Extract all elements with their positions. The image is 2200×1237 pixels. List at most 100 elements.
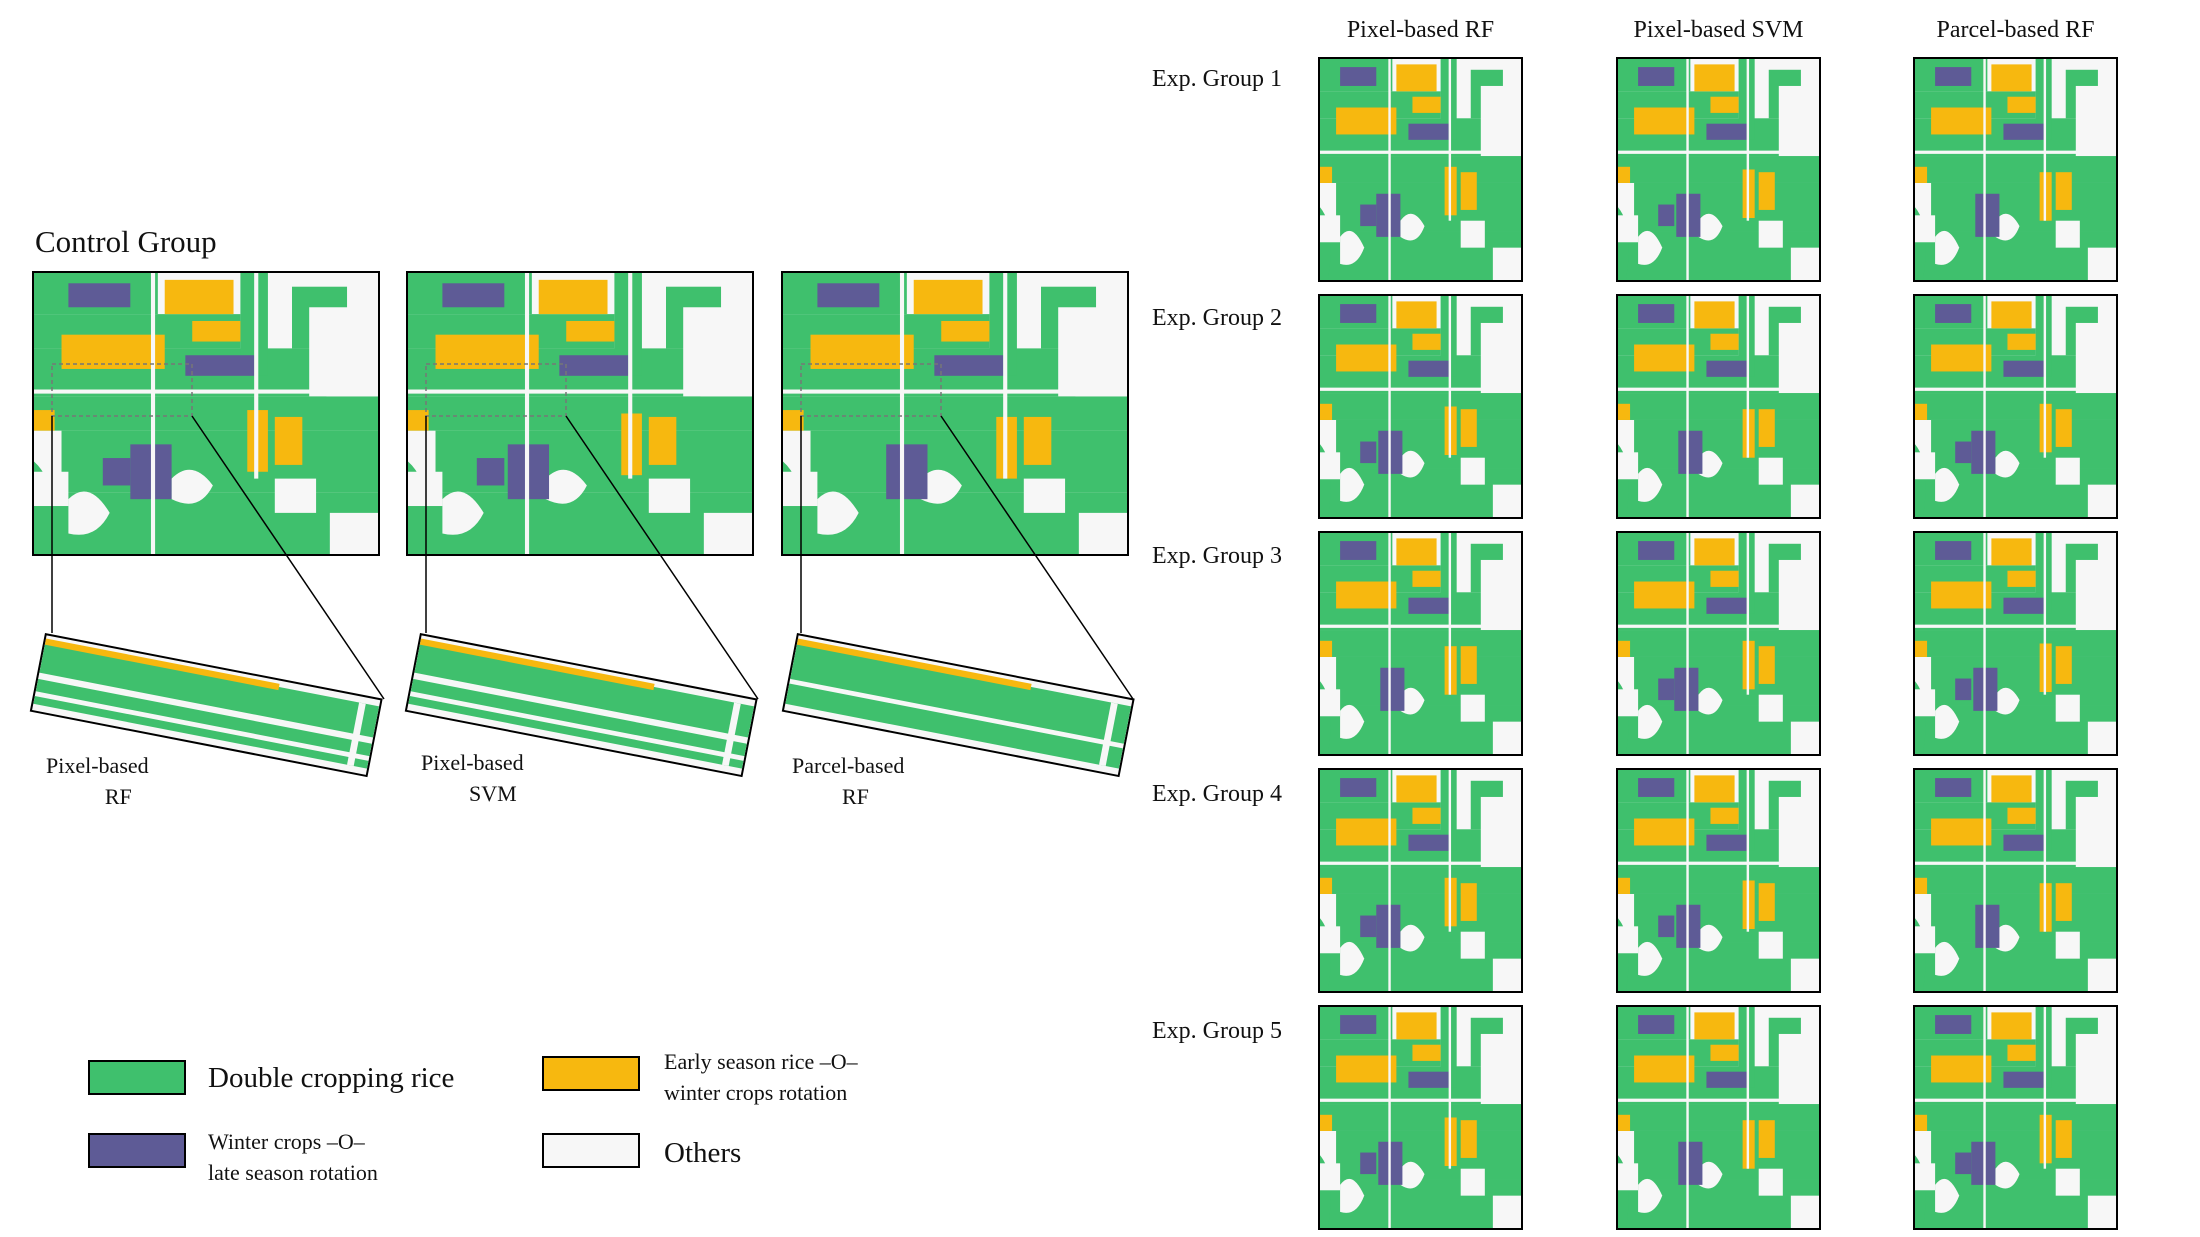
map-early-rice <box>941 320 990 342</box>
map-winter-crops <box>1706 597 1747 614</box>
map-road <box>1915 624 2116 628</box>
land-cover-map <box>1618 59 1819 280</box>
caption-line2: RF <box>104 784 132 809</box>
map-early-rice <box>1412 570 1441 587</box>
map-other <box>1320 689 1341 717</box>
map-early-rice <box>2007 333 2036 350</box>
map-other <box>1790 484 1819 517</box>
map-other <box>1618 689 1639 717</box>
map-other <box>1758 457 1783 485</box>
row-header-exp-group-2: Exp. Group 2 <box>1152 305 1282 331</box>
map-early-rice <box>1023 416 1052 465</box>
map-winter-crops <box>2003 597 2044 614</box>
map-parcel <box>408 396 752 431</box>
map-other <box>2075 1033 2116 1105</box>
land-cover-map <box>408 273 752 554</box>
map-road <box>1448 770 1452 932</box>
map-other <box>1460 457 1485 485</box>
map-road <box>1320 150 1521 154</box>
map-early-rice <box>1336 344 1397 372</box>
map-winter-crops <box>1638 541 1675 560</box>
map-winter-crops <box>1678 430 1703 474</box>
map-parcel <box>1618 1104 1819 1131</box>
map-other <box>1995 1161 2020 1189</box>
control-map-pixel-svm <box>406 271 754 556</box>
land-cover-map <box>1915 59 2116 280</box>
map-parcel <box>2035 770 2052 851</box>
map-other <box>309 307 378 397</box>
map-other <box>2055 457 2080 485</box>
map-early-rice <box>1320 403 1333 420</box>
land-cover-map <box>1618 1007 1819 1228</box>
map-early-rice <box>1396 775 1437 803</box>
map-other <box>1340 1178 1365 1213</box>
map-other <box>1915 926 1936 954</box>
strip-gap <box>409 691 745 761</box>
map-winter-crops <box>1706 834 1747 851</box>
map-early-rice <box>1915 403 1928 420</box>
map-early-rice <box>1931 581 1992 609</box>
row-header-exp-group-3: Exp. Group 3 <box>1152 543 1282 569</box>
map-early-rice <box>1931 344 1992 372</box>
row-header-exp-group-4: Exp. Group 4 <box>1152 781 1282 807</box>
map-early-rice <box>1396 1012 1437 1040</box>
map-road <box>34 389 378 394</box>
map-other <box>1400 687 1425 715</box>
map-road <box>1686 296 1689 517</box>
map-other <box>1638 467 1663 502</box>
column-header-parcel-rf: Parcel-based RF <box>1936 17 2095 43</box>
map-parcel <box>1440 59 1457 140</box>
map-early-rice <box>1460 409 1477 447</box>
map-parcel <box>1440 770 1457 851</box>
map-other <box>1480 796 1521 868</box>
map-other <box>1638 704 1663 739</box>
map-parcel <box>1440 533 1457 614</box>
map-other <box>1790 247 1819 280</box>
exp-map-group-4-parcel-rf <box>1913 768 2118 993</box>
map-early-rice <box>1396 538 1437 566</box>
map-winter-crops <box>559 355 629 376</box>
map-other <box>68 491 110 535</box>
map-winter-crops <box>1340 541 1377 560</box>
map-early-rice <box>274 416 303 465</box>
map-winter-crops <box>185 355 255 376</box>
map-other <box>442 491 484 535</box>
map-early-rice <box>1460 1120 1477 1158</box>
exp-map-group-2-pixel-svm <box>1616 294 1821 519</box>
map-road <box>254 273 259 479</box>
map-road <box>1746 770 1750 932</box>
map-winter-crops <box>886 444 928 500</box>
map-other <box>1480 85 1521 157</box>
legend-swatch-winter-crops <box>88 1133 186 1168</box>
map-other <box>1995 687 2020 715</box>
land-cover-map <box>1320 770 1521 991</box>
map-other <box>2055 220 2080 248</box>
map-road <box>1320 1098 1521 1102</box>
map-other <box>1460 931 1485 959</box>
caption-pixel-rf: Pixel-based RF <box>46 750 149 812</box>
map-other <box>783 471 818 507</box>
map-early-rice <box>1758 646 1775 684</box>
map-early-rice <box>1694 775 1735 803</box>
map-other <box>1492 1195 1521 1228</box>
map-road <box>1983 770 1986 991</box>
map-winter-crops <box>1408 834 1449 851</box>
legend-label-early-season-rice: Early season rice –O– winter crops rotat… <box>664 1046 858 1108</box>
map-road <box>1618 624 1819 628</box>
map-road <box>1746 1007 1750 1169</box>
map-parcel <box>1320 156 1521 183</box>
caption-line1: Pixel-based <box>46 753 149 778</box>
map-early-rice <box>1991 538 2032 566</box>
map-other <box>1698 924 1723 952</box>
map-other <box>2075 85 2116 157</box>
map-other <box>274 478 317 513</box>
map-winter-crops <box>1340 67 1377 86</box>
map-road <box>1388 533 1391 754</box>
strip-gap <box>789 678 1124 749</box>
map-winter-crops <box>1408 360 1449 377</box>
map-road <box>1320 387 1521 391</box>
map-winter-crops <box>2003 360 2044 377</box>
map-winter-crops <box>1638 778 1675 797</box>
map-road <box>1388 770 1391 991</box>
map-early-rice <box>1710 96 1739 113</box>
